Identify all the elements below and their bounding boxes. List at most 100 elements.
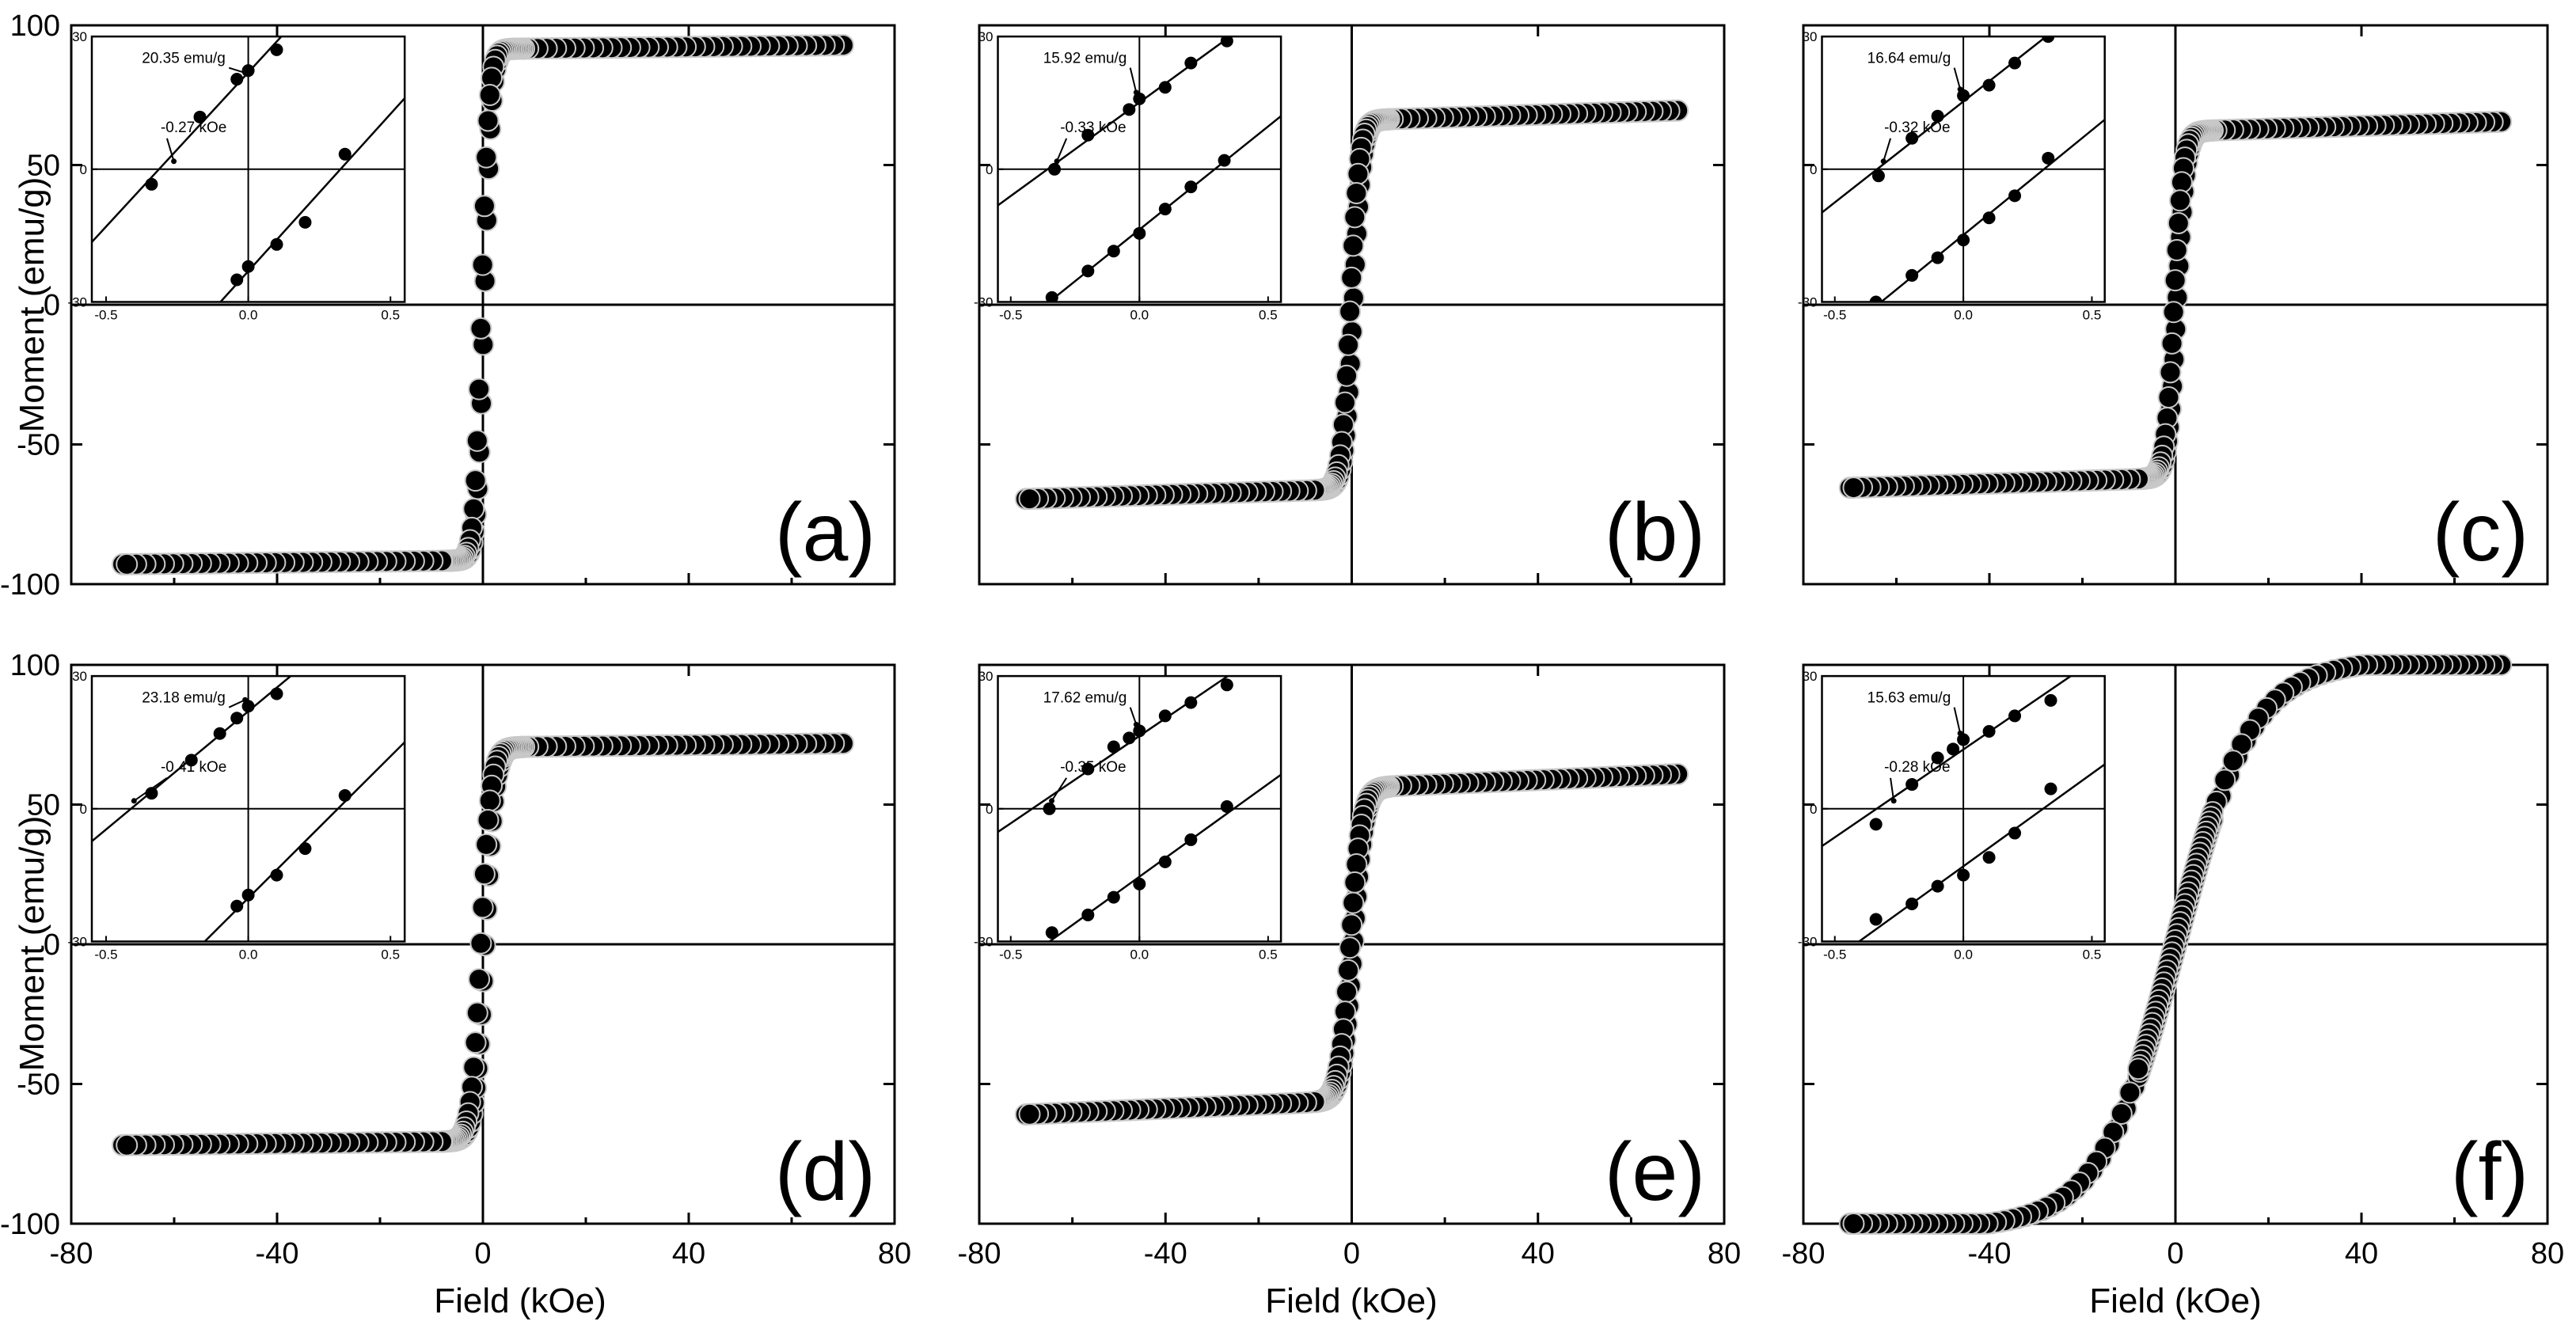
y-tick-label: 50 xyxy=(27,150,60,183)
data-point xyxy=(1342,891,1365,914)
inset-upper-point xyxy=(1869,818,1883,831)
inset-x-tick-label: -0.5 xyxy=(1823,947,1846,962)
inset-lower-point xyxy=(1905,268,1919,282)
inset-upper-point xyxy=(213,727,226,740)
data-point xyxy=(1342,234,1365,257)
data-point xyxy=(1345,182,1368,205)
inset-lower-point xyxy=(298,842,312,856)
inset-upper-point xyxy=(1184,696,1198,709)
inset-moment-annotation: 15.92 emu/g xyxy=(1043,51,1127,67)
coercivity-arrowhead xyxy=(1890,798,1897,804)
inset-upper-point xyxy=(1905,131,1919,145)
inset-y-tick-label: 0 xyxy=(986,802,993,817)
inset-x-tick-label: 0.0 xyxy=(1954,307,1973,322)
inset-y-tick-label: -30 xyxy=(1798,294,1818,309)
inset-y-tick-label: 30 xyxy=(1803,29,1818,44)
inset-y-tick-label: 0 xyxy=(986,162,993,177)
x-axis-title-b: Field (kOe) xyxy=(1265,1281,1438,1320)
y-tick-label: 0 xyxy=(44,289,60,322)
x-tick-label: -40 xyxy=(1144,1237,1187,1270)
data-series-loop xyxy=(1014,99,1689,511)
moment-arrowhead xyxy=(242,697,249,703)
coercivity-arrowhead xyxy=(131,798,137,804)
coercivity-arrow xyxy=(1883,138,1892,162)
inset-upper-branch-line xyxy=(1822,676,2073,847)
inset-x-tick-label: -0.5 xyxy=(1823,307,1846,322)
inset-upper-point xyxy=(1931,109,1944,123)
panel-label: (c) xyxy=(2433,487,2529,579)
inset-lower-point xyxy=(1931,879,1944,893)
x-tick-label: 40 xyxy=(672,1237,705,1270)
inset-lower-point xyxy=(2008,189,2022,203)
data-point xyxy=(465,1001,488,1024)
panel-d: -80 -40 0 40 80 -100 -50 0 50 100 (d) -0.5 0.0 0.5 -30… xyxy=(0,649,911,1270)
x-tick-label: 0 xyxy=(1343,1237,1360,1270)
data-point xyxy=(1343,871,1366,894)
y-tick-label: -100 xyxy=(0,568,60,602)
data-point xyxy=(1340,913,1363,936)
data-point xyxy=(2170,171,2193,194)
inset-lower-point xyxy=(1218,154,1231,167)
inset-upper-point xyxy=(1158,81,1172,94)
inset-y-tick-label: 30 xyxy=(978,29,994,44)
data-point xyxy=(1339,936,1362,959)
y-tick-label: -100 xyxy=(0,1208,60,1241)
inset-x-tick-label: 0.0 xyxy=(1954,947,1973,962)
x-tick-label: 40 xyxy=(1522,1237,1555,1270)
inset-plot-area xyxy=(1822,36,2105,302)
inset-lower-point xyxy=(1133,226,1146,240)
inset-lower-point xyxy=(230,899,244,913)
moment-arrow xyxy=(1129,67,1138,93)
data-point xyxy=(473,195,496,218)
data-point xyxy=(1343,206,1366,229)
inset-upper-point xyxy=(145,177,158,191)
inset-y-tick-label: 0 xyxy=(1810,162,1817,177)
data-point xyxy=(471,253,494,276)
coercivity-arrow xyxy=(1890,777,1895,801)
x-tick-label: -80 xyxy=(958,1237,1001,1270)
inset-x-tick-label: 0.5 xyxy=(381,307,400,322)
coercivity-arrowhead xyxy=(1880,158,1886,165)
inset-coercivity-annotation: -0.33 kOe xyxy=(1060,120,1126,136)
coercivity-arrow xyxy=(1051,777,1068,802)
data-point xyxy=(2160,332,2183,355)
inset-y-tick-label: 0 xyxy=(80,802,87,817)
inset-moment-annotation: 17.62 emu/g xyxy=(1043,690,1127,707)
inset-y-tick-label: -30 xyxy=(67,294,87,309)
data-point xyxy=(2110,1102,2133,1125)
inset-y-tick-label: 30 xyxy=(978,669,994,684)
inset-y-tick-label: -30 xyxy=(1798,934,1818,949)
inset-x-tick-label: 0.0 xyxy=(1130,307,1149,322)
x-tick-label: -80 xyxy=(1782,1237,1826,1270)
data-point xyxy=(2167,211,2190,234)
inset-moment-annotation: 23.18 emu/g xyxy=(142,690,226,707)
inset-lower-point xyxy=(1158,203,1172,216)
inset-upper-point xyxy=(1931,751,1944,765)
data-point xyxy=(471,896,494,919)
panel-e: -80 -40 0 40 80(e) -0.5 0.0 0.5 -30 0 30 17.62 emu/… xyxy=(958,663,1741,1270)
inset-coercivity-annotation: -0.32 kOe xyxy=(1884,120,1950,136)
data-series-loop xyxy=(112,34,854,575)
inset: -0.5 0.0 0.5 -30 0 30 16.64 emu/g -0.32 kOe xyxy=(1798,29,2106,322)
inset-lower-point xyxy=(1982,851,1996,864)
data-point xyxy=(464,469,487,492)
inset-x-tick-label: -0.5 xyxy=(999,947,1022,962)
moment-arrowhead xyxy=(1957,86,1963,93)
inset-upper-point xyxy=(1905,778,1919,792)
data-point xyxy=(1340,266,1363,289)
inset-upper-point xyxy=(230,73,244,86)
data-point xyxy=(1842,476,1865,499)
inset: -0.5 0.0 0.5 -30 0 30 17.62 emu/g -0.35 kOe xyxy=(974,669,1282,962)
inset-x-tick-label: 0.5 xyxy=(381,947,400,962)
inset-lower-point xyxy=(1107,245,1120,258)
panel-b: (b) -0.5 0.0 0.5 -30 0 30 15.92 emu/g -0.33 kOe xyxy=(974,24,1726,586)
data-point xyxy=(1335,364,1358,387)
inset: -0.5 0.0 0.5 -30 0 30 23.18 emu/g -0.41 kOe xyxy=(67,669,406,962)
inset-upper-point xyxy=(1123,731,1136,745)
x-tick-label: -80 xyxy=(50,1237,93,1270)
inset-lower-point xyxy=(270,868,283,882)
data-point xyxy=(1347,162,1370,185)
inset-upper-point xyxy=(1043,802,1056,815)
data-point xyxy=(1333,391,1356,414)
